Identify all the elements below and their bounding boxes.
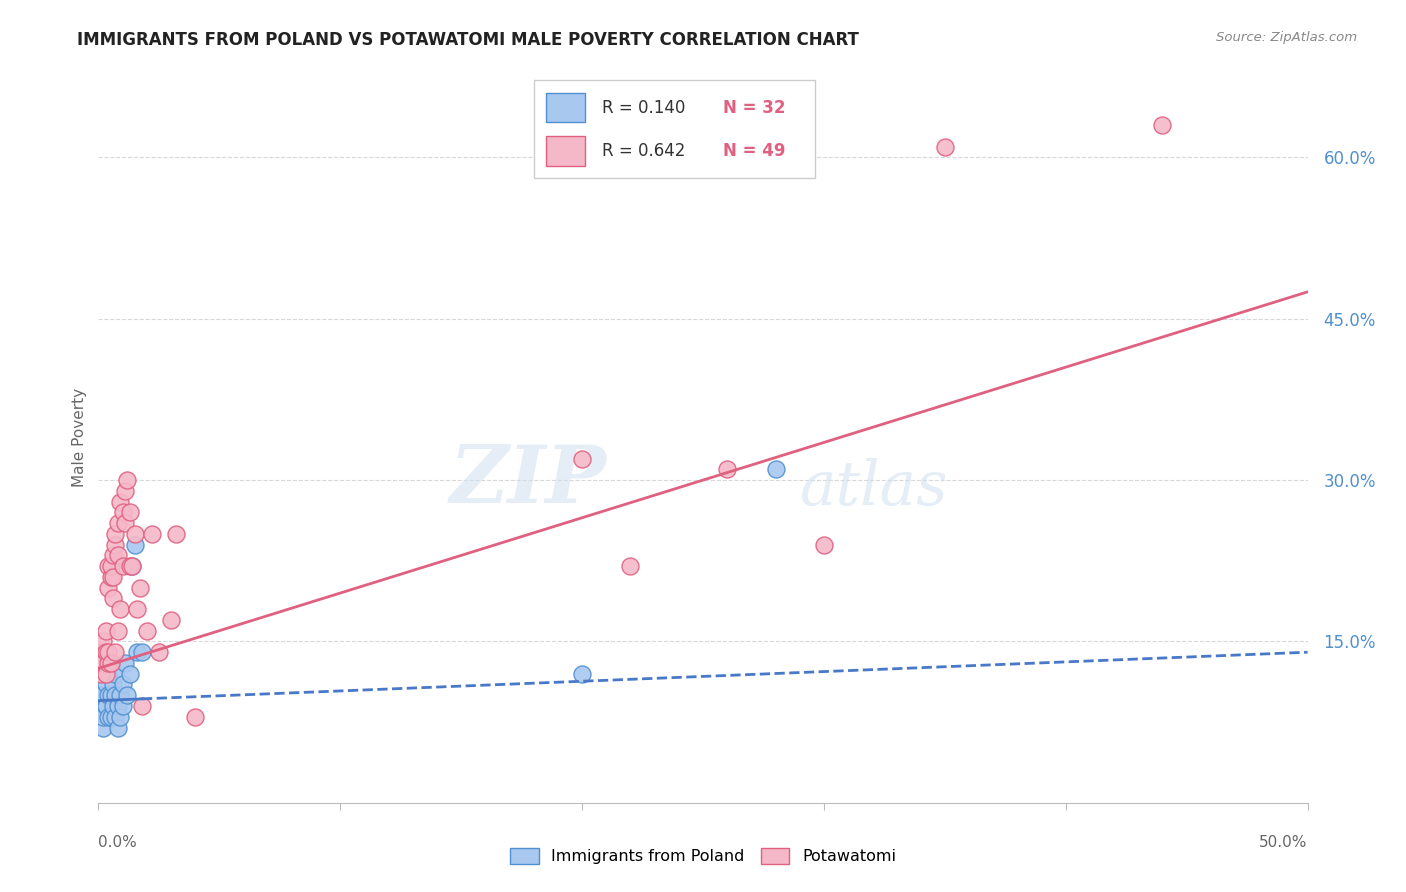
Point [91,634,114,648]
Point [148,645,170,659]
Point [107,698,129,713]
Point [100,710,122,724]
Point [1152,118,1174,132]
Point [111,677,134,691]
Point [117,473,139,487]
Point [100,688,122,702]
Point [108,494,131,508]
Point [160,613,183,627]
Point [114,516,136,530]
Point [94,698,117,713]
Point [765,462,787,476]
Point [104,527,127,541]
Point [131,698,153,713]
Point [118,666,141,681]
Point [104,538,127,552]
Text: N = 32: N = 32 [723,99,785,117]
Point [813,538,835,552]
Point [135,624,157,638]
Point [101,570,124,584]
Point [111,698,134,713]
Text: 50.0%: 50.0% [1260,836,1308,850]
Point [90,688,112,702]
Point [94,666,117,681]
Point [107,516,129,530]
Point [118,505,141,519]
Text: R = 0.140: R = 0.140 [602,99,685,117]
Point [114,483,136,498]
Point [108,710,131,724]
Point [107,624,129,638]
Point [100,656,122,670]
Point [97,581,120,595]
Bar [546,136,585,166]
Point [571,666,593,681]
Point [111,559,134,574]
Point [104,645,127,659]
Point [104,688,127,702]
Text: ZIP: ZIP [450,442,606,520]
Point [934,139,956,153]
FancyBboxPatch shape [534,80,815,178]
Point [127,645,149,659]
Point [91,710,114,724]
Point [111,505,134,519]
Point [121,559,143,574]
Point [108,602,131,616]
Y-axis label: Male Poverty: Male Poverty [72,387,87,487]
Point [97,710,120,724]
Point [104,710,127,724]
Point [94,698,117,713]
Point [118,559,141,574]
Point [141,527,163,541]
Text: N = 49: N = 49 [723,142,785,160]
Point [165,527,187,541]
Text: Source: ZipAtlas.com: Source: ZipAtlas.com [1216,31,1357,45]
Point [101,698,124,713]
Point [90,666,112,681]
Point [107,721,129,735]
Point [94,677,117,691]
Point [571,451,593,466]
Point [104,666,127,681]
Text: 0.0%: 0.0% [98,836,138,850]
Text: IMMIGRANTS FROM POLAND VS POTAWATOMI MALE POVERTY CORRELATION CHART: IMMIGRANTS FROM POLAND VS POTAWATOMI MAL… [77,31,859,49]
Point [121,559,143,574]
Point [128,581,150,595]
Point [124,527,146,541]
Point [90,645,112,659]
Text: atlas: atlas [800,458,948,518]
Point [114,656,136,670]
Point [97,645,120,659]
Bar [546,93,585,122]
Legend: Immigrants from Poland, Potawatomi: Immigrants from Poland, Potawatomi [510,848,896,864]
Point [716,462,738,476]
Point [619,559,641,574]
Point [124,538,146,552]
Point [100,656,122,670]
Point [91,656,114,670]
Point [127,602,149,616]
Point [107,549,129,563]
Point [108,688,131,702]
Point [101,677,124,691]
Text: R = 0.642: R = 0.642 [602,142,685,160]
Point [94,645,117,659]
Point [117,688,139,702]
Point [97,559,120,574]
Point [97,688,120,702]
Point [97,666,120,681]
Point [100,559,122,574]
Point [91,721,114,735]
Point [97,656,120,670]
Point [184,710,207,724]
Point [101,591,124,606]
Point [94,624,117,638]
Point [101,549,124,563]
Point [131,645,153,659]
Point [100,570,122,584]
